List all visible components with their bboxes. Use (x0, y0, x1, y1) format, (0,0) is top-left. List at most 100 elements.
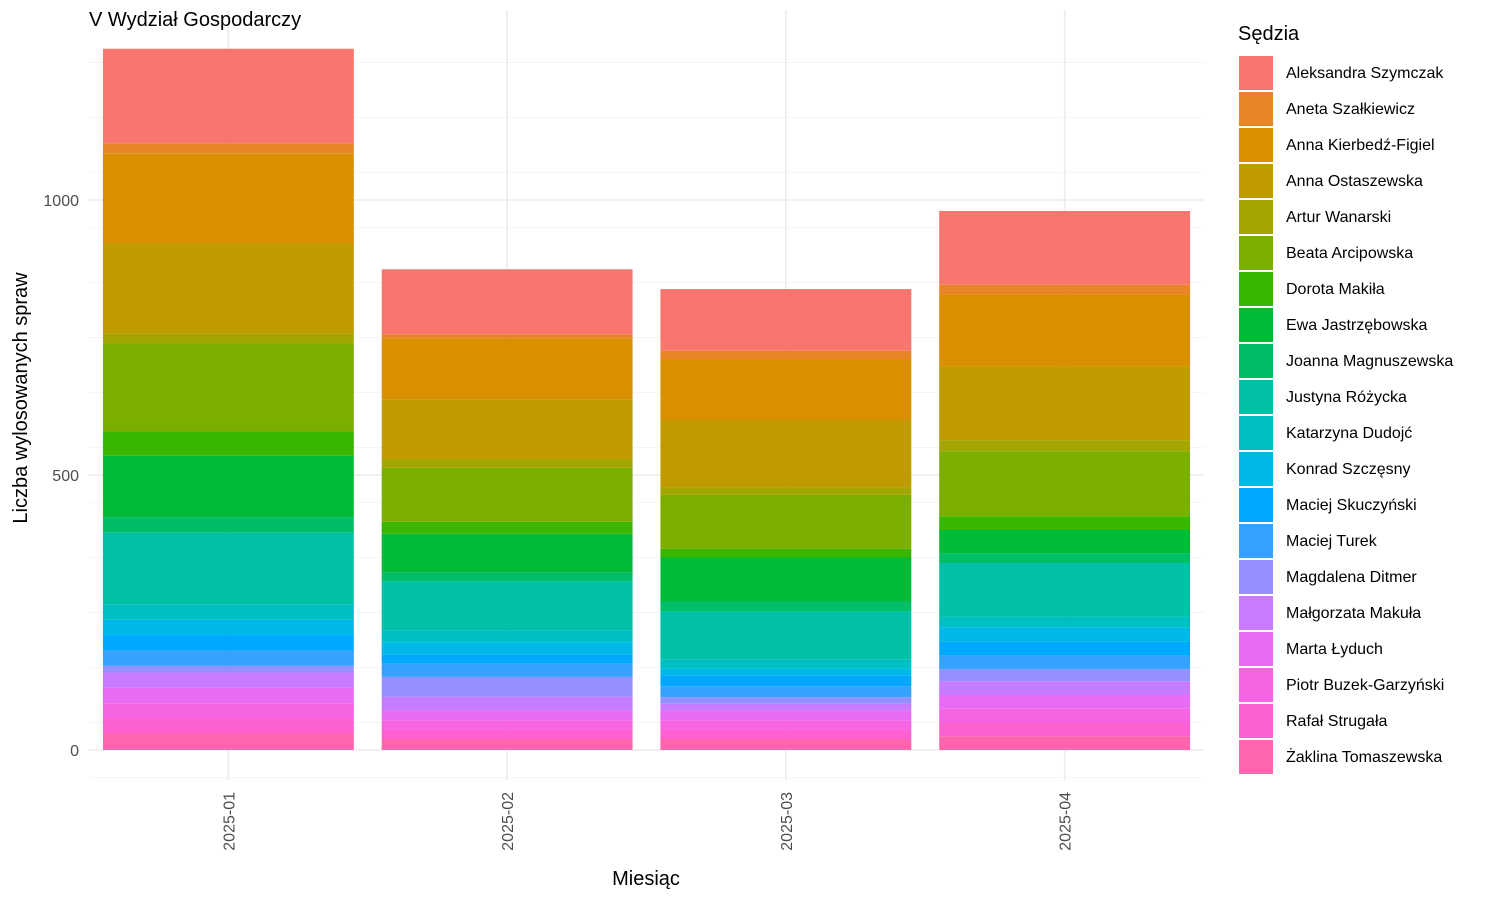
bar-segment (660, 557, 912, 602)
bar-segment (939, 708, 1191, 723)
bar-segment (102, 604, 354, 620)
y-tick-label: 0 (70, 743, 79, 760)
bar-segment (381, 739, 633, 750)
legend-swatch (1239, 200, 1273, 234)
bar-segment (939, 627, 1191, 642)
bar-segment (102, 517, 354, 533)
legend-label: Konrad Szczęsny (1286, 461, 1411, 478)
bar-segment (381, 710, 633, 721)
bar-segment (102, 333, 354, 344)
bar-segment (939, 366, 1191, 441)
bar-segment (102, 48, 354, 144)
bar-segment (381, 729, 633, 739)
bars (102, 48, 1191, 750)
legend-swatch (1239, 344, 1273, 378)
legend-swatch (1239, 740, 1273, 774)
bar-segment (939, 736, 1191, 750)
legend-label: Aneta Szałkiewicz (1286, 101, 1415, 118)
legend-swatch (1239, 596, 1273, 630)
bar-segment (102, 650, 354, 666)
legend-label: Małgorzata Makuła (1286, 605, 1421, 622)
bar-segment (381, 269, 633, 335)
bar-segment (660, 420, 912, 488)
legend-swatch (1239, 416, 1273, 450)
legend: Sędzia Aleksandra Szymczak Aneta Szałkiew… (1238, 23, 1453, 774)
bar-segment (381, 581, 633, 631)
legend-swatch (1239, 524, 1273, 558)
bar-segment (102, 635, 354, 651)
bar-segment (381, 338, 633, 400)
legend-swatch (1239, 488, 1273, 522)
bar-segment (102, 243, 354, 334)
bar-segment (102, 665, 354, 673)
bar-segment (102, 703, 354, 719)
legend-swatch (1239, 452, 1273, 486)
bar-segment (381, 521, 633, 534)
bar-segment (660, 703, 912, 711)
bar-segment (939, 530, 1191, 554)
legend-label: Anna Ostaszewska (1286, 173, 1423, 190)
bar-segment (939, 440, 1191, 452)
x-tick-label: 2025-02 (500, 792, 517, 851)
bar-segment (102, 672, 354, 688)
chart-title: V Wydział Gospodarczy (89, 9, 301, 31)
bar-segment (939, 695, 1191, 709)
bar-segment (660, 611, 912, 660)
bar-segment (381, 696, 633, 711)
bar-segment (660, 710, 912, 721)
bar-segment (660, 548, 912, 558)
bar-segment (939, 641, 1191, 656)
bar-segment (939, 669, 1191, 682)
bar-segment (660, 359, 912, 420)
y-tick-label: 1000 (43, 193, 79, 210)
legend-swatch (1239, 56, 1273, 90)
y-axis-title: Liczba wylosowanych spraw (10, 272, 32, 524)
legend-swatch (1239, 92, 1273, 126)
legend-label: Beata Arcipowska (1286, 245, 1413, 262)
bar-segment (660, 494, 912, 549)
bar-segment (660, 729, 912, 739)
legend-swatch (1239, 128, 1273, 162)
bar-segment (381, 467, 633, 522)
bar-segment (102, 143, 354, 154)
x-axis-title: Miesiąc (612, 868, 680, 890)
legend-label: Marta Łyduch (1286, 641, 1383, 658)
legend-label: Maciej Turek (1286, 533, 1378, 550)
legend-label: Justyna Różycka (1286, 389, 1407, 406)
bar-segment (381, 663, 633, 677)
bar-segment (660, 675, 912, 687)
bar-segment (939, 516, 1191, 530)
bar-segment (102, 687, 354, 704)
bar-segment (660, 697, 912, 704)
legend-swatch (1239, 560, 1273, 594)
bar-segment (381, 676, 633, 697)
bar-segment (381, 654, 633, 664)
bar-segment (381, 642, 633, 655)
bar-segment (660, 601, 912, 612)
bar-segment (102, 619, 354, 636)
bar-segment (102, 718, 354, 734)
legend-swatch (1239, 164, 1273, 198)
bar-segment (660, 659, 912, 669)
bar-segment (660, 487, 912, 495)
bar-segment (660, 720, 912, 730)
legend-label: Anna Kierbedź-Figiel (1286, 137, 1435, 154)
bar-segment (102, 153, 354, 244)
bar-segment (939, 681, 1191, 695)
bar-segment (381, 459, 633, 468)
legend-swatch (1239, 272, 1273, 306)
bar-segment (939, 616, 1191, 628)
bar-segment (660, 739, 912, 750)
bar-segment (102, 431, 354, 456)
legend-swatch (1239, 308, 1273, 342)
bar-segment (102, 343, 354, 432)
legend-swatch (1239, 704, 1273, 738)
x-tick-label: 2025-04 (1058, 792, 1075, 851)
x-tick-label: 2025-01 (221, 792, 238, 851)
legend-label: Aleksandra Szymczak (1286, 65, 1444, 82)
bar-segment (939, 451, 1191, 517)
bar-segment (939, 655, 1191, 670)
bar-segment (381, 334, 633, 339)
y-tick-label: 500 (52, 468, 79, 485)
bar-segment (939, 722, 1191, 737)
